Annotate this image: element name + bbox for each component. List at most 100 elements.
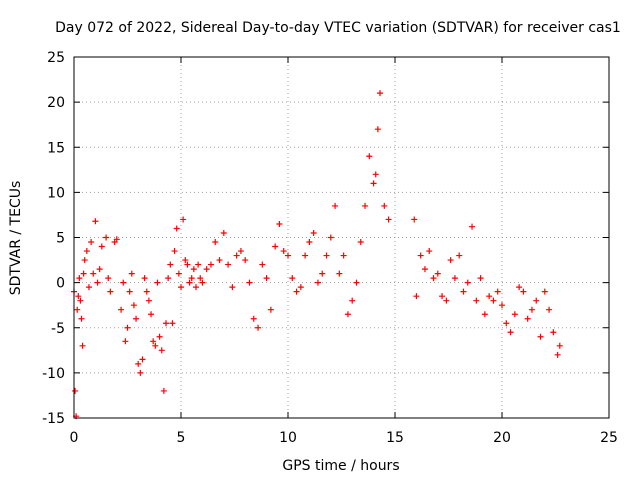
data-point [366, 153, 373, 160]
data-point [195, 261, 202, 268]
data-point [473, 297, 480, 304]
data-point [503, 320, 510, 327]
data-point [94, 279, 101, 286]
grid-lines [74, 57, 609, 418]
data-point [499, 302, 505, 309]
data-point [332, 202, 339, 209]
data-point [280, 248, 287, 255]
data-point [128, 270, 135, 277]
data-point [137, 369, 144, 376]
data-point [77, 297, 84, 304]
data-point [152, 342, 159, 349]
data-point [460, 288, 467, 295]
data-point [319, 270, 326, 277]
data-point [340, 252, 347, 259]
data-point [169, 320, 176, 327]
data-point [554, 351, 561, 358]
data-point [225, 261, 232, 268]
data-point [105, 275, 112, 282]
data-point [178, 284, 184, 291]
data-point [216, 257, 223, 264]
y-tick-label: -15 [42, 411, 65, 427]
data-point [430, 275, 437, 282]
data-point [297, 284, 304, 291]
x-tick-label: 10 [279, 430, 297, 446]
data-point [357, 239, 364, 246]
data-point [272, 243, 279, 250]
data-point [310, 229, 317, 236]
data-point [520, 288, 527, 295]
y-tick-label: 5 [56, 231, 65, 247]
axis-ticks: 0 5 10 15 20 25 -15 -10 -5 0 5 10 15 20 25 [42, 50, 618, 446]
data-point [327, 234, 334, 241]
data-point [130, 302, 137, 309]
x-tick-label: 25 [600, 430, 618, 446]
data-point [490, 297, 497, 304]
data-point [439, 293, 446, 300]
data-point [156, 333, 163, 340]
chart-title: Day 072 of 2022, Sidereal Day-to-day VTE… [55, 20, 621, 36]
data-point [72, 387, 79, 394]
data-point [246, 279, 253, 286]
data-point [556, 342, 563, 349]
data-point [314, 279, 321, 286]
data-point [263, 275, 270, 282]
data-point [237, 248, 244, 255]
data-point [141, 275, 148, 282]
data-point [533, 297, 540, 304]
data-point [550, 329, 557, 336]
data-point [96, 266, 103, 273]
data-point [289, 275, 296, 282]
data-point [537, 333, 544, 340]
data-point [546, 306, 553, 313]
data-point [190, 266, 197, 273]
data-point [524, 315, 531, 322]
x-tick-label: 20 [493, 430, 511, 446]
y-tick-label: -10 [42, 366, 65, 382]
data-point [120, 279, 127, 286]
x-tick-label: 0 [70, 430, 79, 446]
data-point [81, 257, 88, 264]
data-point [411, 216, 418, 223]
data-point [507, 329, 514, 336]
data-point [267, 306, 274, 313]
data-point [426, 248, 433, 255]
y-tick-label: 10 [47, 185, 65, 201]
data-point [158, 347, 165, 354]
data-point [469, 223, 476, 230]
data-point [133, 315, 140, 322]
y-axis-label: SDTVAR / TECUs [8, 181, 24, 296]
y-tick-label: -5 [51, 321, 65, 337]
data-point [135, 360, 142, 367]
data-point [83, 248, 90, 255]
data-point [113, 236, 120, 243]
data-point [481, 311, 488, 318]
data-point [175, 270, 182, 277]
data-point [417, 252, 424, 259]
x-axis-label: GPS time / hours [282, 458, 399, 474]
data-point [344, 311, 351, 318]
data-point [242, 257, 249, 264]
data-points [71, 90, 563, 420]
data-point [541, 288, 548, 295]
data-point [233, 252, 240, 259]
data-point [180, 216, 187, 223]
data-point [92, 218, 99, 225]
data-point [160, 387, 167, 394]
data-point [276, 220, 283, 227]
data-point [306, 239, 313, 246]
data-point [494, 288, 501, 295]
data-point [447, 257, 454, 264]
data-point [385, 216, 392, 223]
x-tick-label: 15 [386, 430, 404, 446]
data-point [511, 311, 518, 318]
data-point [421, 266, 428, 273]
y-tick-label: 0 [56, 276, 65, 292]
data-point [323, 252, 330, 259]
y-tick-label: 25 [47, 50, 65, 66]
data-point [88, 239, 95, 246]
y-tick-label: 20 [47, 95, 65, 111]
data-point [413, 293, 420, 300]
data-point [285, 252, 291, 259]
